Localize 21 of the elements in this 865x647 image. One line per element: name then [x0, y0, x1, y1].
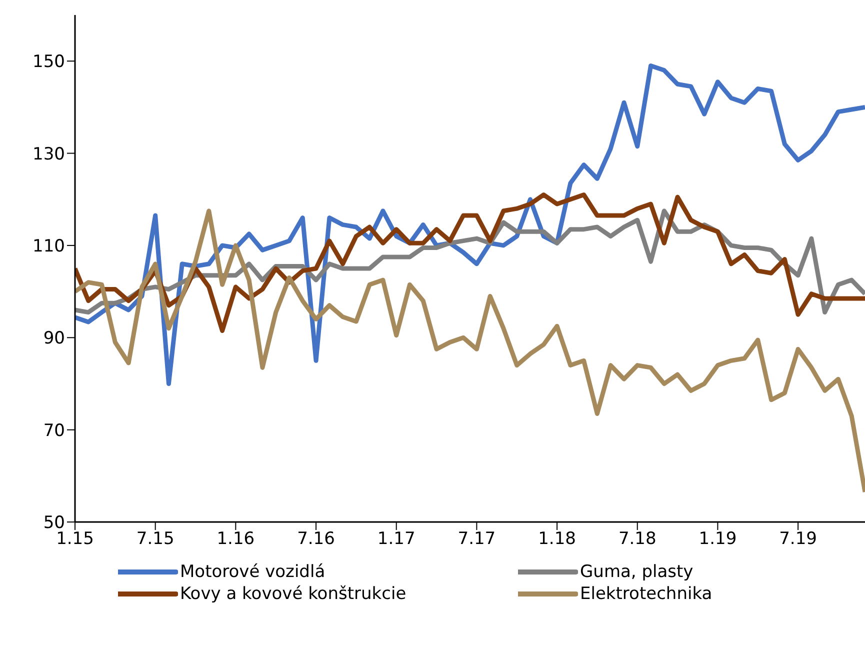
- x-tick-label: 1.16: [216, 529, 255, 550]
- legend-label: Kovy a kovové konštrukcie: [180, 584, 406, 604]
- y-tick-label: 150: [32, 52, 65, 72]
- x-tick-label: 1.18: [538, 529, 576, 550]
- y-tick-label: 110: [32, 236, 65, 256]
- x-tick-label: 7.16: [297, 529, 335, 550]
- legend-label: Elektrotechnika: [580, 584, 712, 604]
- line-series: [75, 208, 865, 494]
- x-tick-label: 7.18: [618, 529, 656, 550]
- x-tick-label: 7.19: [779, 529, 817, 550]
- legend-label: Guma, plasty: [580, 562, 694, 582]
- y-tick-label: 130: [32, 144, 65, 164]
- line-series: [75, 192, 865, 333]
- y-tick-label: 90: [43, 328, 65, 349]
- x-tick-label: 7.17: [458, 529, 496, 550]
- x-tick-label: 1.19: [698, 529, 737, 550]
- x-tick-label: 1.15: [56, 529, 94, 550]
- legend-label: Motorové vozidlá: [180, 562, 326, 582]
- x-tick-label: 1.17: [377, 529, 416, 550]
- y-tick-label: 70: [43, 420, 65, 441]
- x-tick-label: 7.15: [136, 529, 174, 550]
